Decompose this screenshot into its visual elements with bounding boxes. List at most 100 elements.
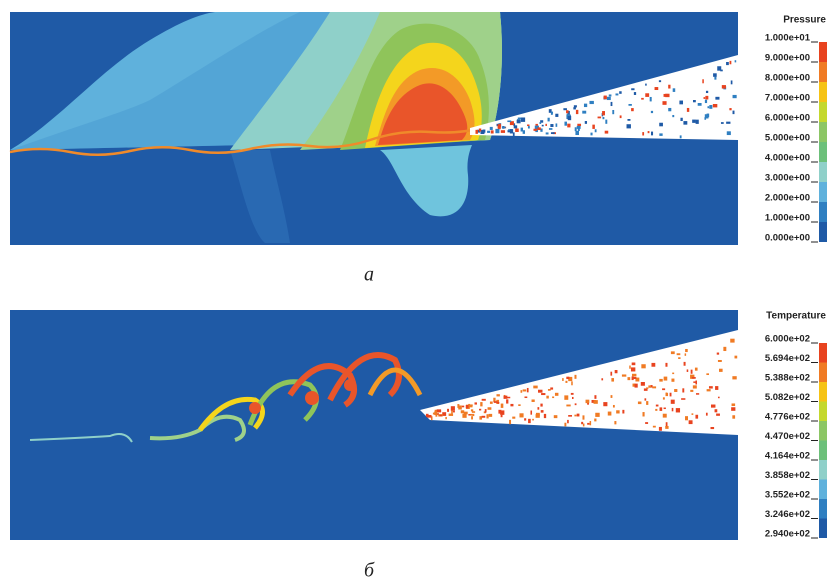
particle bbox=[731, 80, 733, 84]
particle bbox=[693, 385, 697, 388]
particle bbox=[660, 407, 663, 411]
particle bbox=[666, 422, 668, 426]
particle bbox=[692, 377, 696, 379]
particle bbox=[568, 116, 571, 120]
particle bbox=[655, 87, 659, 90]
particle bbox=[518, 404, 520, 406]
particle bbox=[523, 130, 525, 134]
colorbar-label: 5.082e+02 bbox=[765, 392, 810, 403]
particle bbox=[533, 386, 537, 389]
particle bbox=[551, 132, 555, 134]
particle bbox=[566, 377, 569, 379]
colorbar-label: 3.000e+00 bbox=[765, 173, 810, 184]
particle bbox=[437, 410, 441, 412]
particle bbox=[685, 353, 687, 355]
particle bbox=[611, 395, 613, 398]
particle bbox=[695, 368, 698, 371]
particle bbox=[585, 121, 587, 124]
particle bbox=[539, 122, 541, 124]
particle bbox=[722, 85, 726, 88]
particle bbox=[687, 369, 689, 372]
particle bbox=[620, 115, 622, 118]
particle bbox=[723, 347, 726, 351]
particle bbox=[466, 405, 469, 408]
colorbar-title: Temperature bbox=[766, 311, 826, 322]
particle bbox=[495, 129, 499, 133]
particle bbox=[615, 93, 618, 95]
particle bbox=[502, 127, 506, 129]
particle bbox=[685, 349, 688, 352]
particle bbox=[513, 132, 515, 136]
particle bbox=[506, 399, 508, 403]
particle bbox=[622, 374, 626, 376]
particle bbox=[659, 379, 662, 382]
particle bbox=[652, 386, 656, 388]
particle bbox=[702, 79, 704, 83]
particle bbox=[706, 91, 708, 93]
particle bbox=[480, 402, 482, 406]
colorbar-segment bbox=[819, 382, 827, 402]
particle bbox=[682, 388, 684, 392]
particle bbox=[584, 104, 587, 107]
particle bbox=[518, 117, 521, 119]
particle bbox=[668, 85, 670, 89]
particle bbox=[668, 108, 671, 111]
particle bbox=[501, 404, 504, 408]
particle bbox=[695, 415, 698, 419]
particle bbox=[504, 396, 508, 399]
colorbar-segment bbox=[819, 182, 827, 202]
particle bbox=[664, 408, 666, 410]
particle bbox=[470, 414, 472, 416]
particle bbox=[632, 376, 634, 380]
particle bbox=[581, 422, 583, 424]
colorbar-label: 3.858e+02 bbox=[765, 470, 810, 481]
particle bbox=[608, 412, 612, 416]
particle bbox=[635, 384, 638, 388]
particle bbox=[575, 131, 579, 135]
particle bbox=[709, 386, 713, 388]
particle bbox=[646, 387, 648, 389]
particle bbox=[665, 363, 667, 367]
particle bbox=[471, 416, 473, 419]
particle bbox=[509, 420, 511, 424]
particle bbox=[730, 61, 732, 64]
particle bbox=[510, 404, 513, 406]
particle bbox=[577, 124, 581, 126]
colorbar-label: 2.000e+00 bbox=[765, 193, 810, 204]
particle bbox=[458, 405, 462, 409]
colorbar-title: Pressure bbox=[783, 15, 826, 26]
particle bbox=[613, 405, 615, 408]
colorbar-segment bbox=[819, 122, 827, 142]
particle bbox=[541, 393, 545, 395]
particle bbox=[696, 120, 699, 124]
particle bbox=[551, 112, 553, 114]
particle bbox=[692, 413, 694, 415]
particle bbox=[679, 101, 683, 105]
particle bbox=[616, 410, 619, 413]
particle bbox=[629, 366, 631, 369]
particle bbox=[485, 409, 487, 412]
particle bbox=[546, 132, 549, 134]
particle bbox=[583, 424, 585, 427]
particle bbox=[713, 104, 717, 107]
particle bbox=[427, 415, 431, 418]
particle bbox=[680, 118, 682, 121]
particle bbox=[704, 97, 706, 99]
particle bbox=[491, 130, 494, 133]
particle bbox=[514, 125, 517, 128]
particle bbox=[615, 370, 618, 373]
particle bbox=[578, 128, 580, 131]
particle bbox=[555, 393, 558, 396]
particle bbox=[501, 130, 505, 133]
particle bbox=[719, 369, 723, 372]
colorbar-label: 4.776e+02 bbox=[765, 412, 810, 423]
particle bbox=[538, 390, 542, 393]
particle bbox=[731, 407, 735, 411]
particle bbox=[610, 372, 612, 376]
colorbar-label: 3.246e+02 bbox=[765, 509, 810, 520]
particle bbox=[673, 88, 676, 92]
particle bbox=[735, 356, 738, 359]
particle bbox=[693, 100, 696, 102]
caption: a bbox=[364, 264, 374, 286]
particle bbox=[567, 420, 569, 423]
